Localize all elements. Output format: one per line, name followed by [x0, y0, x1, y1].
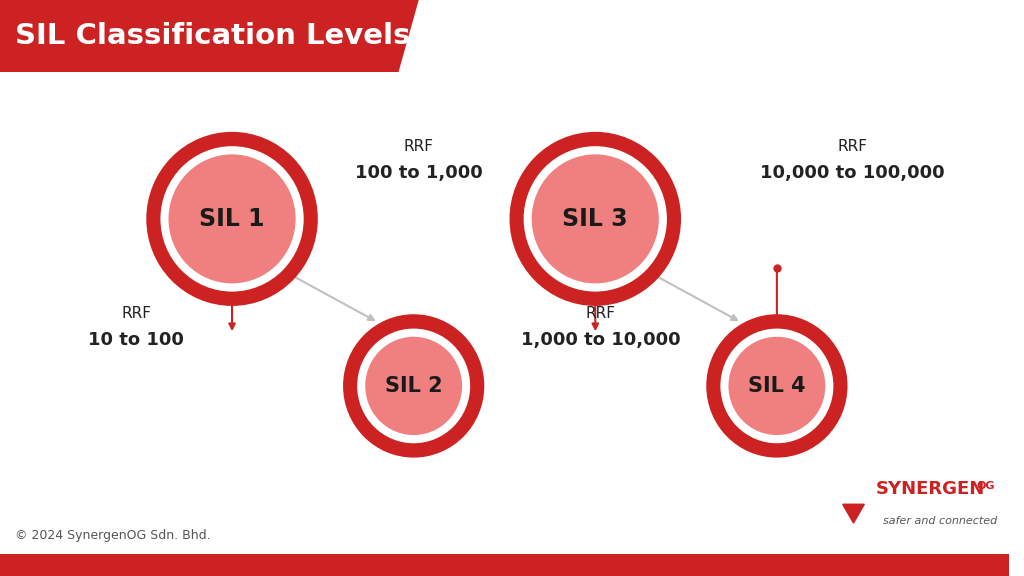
- Text: RRF: RRF: [838, 139, 867, 154]
- Ellipse shape: [721, 328, 834, 444]
- Ellipse shape: [707, 314, 848, 457]
- Text: RRF: RRF: [586, 306, 615, 321]
- Ellipse shape: [161, 146, 304, 291]
- Polygon shape: [0, 0, 419, 72]
- Ellipse shape: [531, 154, 658, 283]
- Text: RRF: RRF: [121, 306, 152, 321]
- Text: SIL 2: SIL 2: [385, 376, 442, 396]
- FancyBboxPatch shape: [0, 554, 1009, 576]
- Ellipse shape: [357, 328, 470, 444]
- Ellipse shape: [510, 132, 681, 306]
- Ellipse shape: [343, 314, 484, 457]
- Text: SIL 1: SIL 1: [200, 207, 265, 231]
- Text: 10 to 100: 10 to 100: [88, 331, 184, 349]
- Text: RRF: RRF: [403, 139, 434, 154]
- Ellipse shape: [146, 132, 317, 306]
- Text: 100 to 1,000: 100 to 1,000: [355, 164, 482, 182]
- Text: safer and connected: safer and connected: [883, 516, 997, 525]
- Ellipse shape: [728, 337, 825, 435]
- Ellipse shape: [366, 337, 462, 435]
- Text: OG: OG: [977, 481, 995, 491]
- Ellipse shape: [169, 154, 296, 283]
- Text: © 2024 SynergenOG Sdn. Bhd.: © 2024 SynergenOG Sdn. Bhd.: [15, 529, 211, 542]
- Text: SIL Classification Levels: SIL Classification Levels: [15, 22, 411, 50]
- Text: SIL 3: SIL 3: [562, 207, 628, 231]
- Text: SIL 4: SIL 4: [749, 376, 806, 396]
- Ellipse shape: [523, 146, 667, 291]
- Text: 10,000 to 100,000: 10,000 to 100,000: [760, 164, 945, 182]
- Text: 1,000 to 10,000: 1,000 to 10,000: [520, 331, 680, 349]
- Text: SYNERGEN: SYNERGEN: [876, 480, 985, 498]
